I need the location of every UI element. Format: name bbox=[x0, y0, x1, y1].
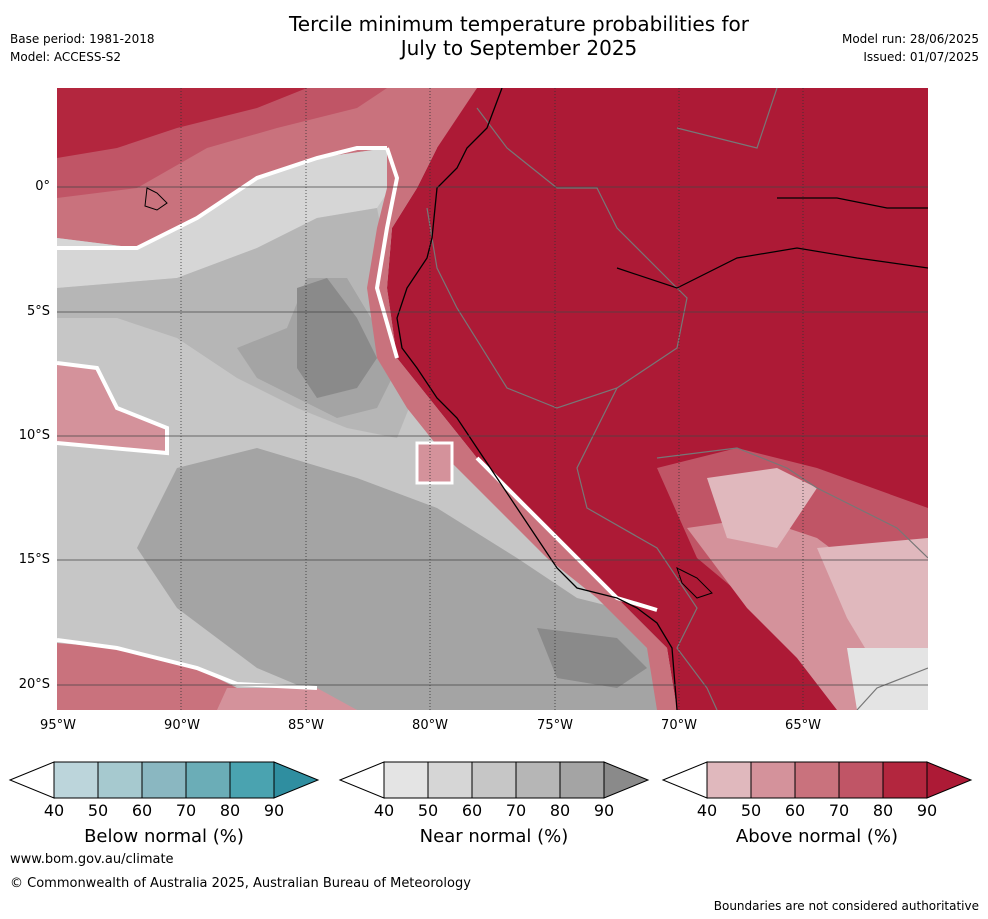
region-above-50-sw bbox=[217, 688, 357, 710]
colorbar-near-tick-60: 60 bbox=[461, 801, 483, 820]
region-above-50-west bbox=[57, 363, 167, 453]
model-run-text: Model run: 28/06/2025 bbox=[841, 32, 979, 46]
probability-map bbox=[57, 88, 928, 710]
colorbar-below-tick-60: 60 bbox=[131, 801, 153, 820]
region-near-90-south bbox=[537, 628, 647, 688]
lat-tick-5s: 5°S bbox=[26, 304, 50, 319]
colorbar-above-tick-90: 90 bbox=[916, 801, 938, 820]
lat-tick-0: 0° bbox=[35, 179, 50, 194]
colorbar-near-normal bbox=[338, 761, 650, 799]
colorbar-below-tick-50: 50 bbox=[87, 801, 109, 820]
colorbar-above-tick-70: 70 bbox=[828, 801, 850, 820]
galapagos-islands bbox=[144, 187, 168, 211]
colorbar-above-tick-40: 40 bbox=[696, 801, 718, 820]
lon-tick-90w: 90°W bbox=[164, 718, 200, 733]
colorbar-below-normal bbox=[8, 761, 320, 799]
colorbar-near-tick-90: 90 bbox=[593, 801, 615, 820]
issued-text: Issued: 01/07/2025 bbox=[863, 50, 979, 64]
model-text: Model: ACCESS-S2 bbox=[10, 50, 122, 64]
latitude-lines bbox=[57, 186, 928, 686]
colorbar-near-label: Near normal (%) bbox=[419, 826, 569, 847]
colorbar-below-tick-90: 90 bbox=[263, 801, 285, 820]
contour-40-coast-south bbox=[475, 456, 658, 612]
region-above-60-coast bbox=[367, 148, 677, 710]
colorbar-above-tick-60: 60 bbox=[784, 801, 806, 820]
lon-tick-65w: 65°W bbox=[785, 718, 821, 733]
lon-tick-70w: 70°W bbox=[661, 718, 697, 733]
region-near-50-north bbox=[57, 148, 397, 288]
region-near-40-se bbox=[847, 648, 928, 710]
colorbar-near-tick-70: 70 bbox=[505, 801, 527, 820]
base-period-text: Base period: 1981-2018 bbox=[10, 32, 155, 46]
footer-url: www.bom.gov.au/climate bbox=[10, 852, 174, 867]
colorbar-above-normal bbox=[661, 761, 973, 799]
lon-tick-85w: 85°W bbox=[288, 718, 324, 733]
colorbar-above-tick-50: 50 bbox=[740, 801, 762, 820]
lon-tick-80w: 80°W bbox=[412, 718, 448, 733]
lat-tick-20s: 20°S bbox=[18, 677, 50, 692]
lat-tick-15s: 15°S bbox=[18, 552, 50, 567]
contour-40-island bbox=[415, 441, 454, 485]
colorbar-below-tick-70: 70 bbox=[175, 801, 197, 820]
coastline-south-america bbox=[396, 88, 678, 710]
lake-titicaca bbox=[676, 567, 713, 599]
colorbar-below-label: Below normal (%) bbox=[84, 826, 244, 847]
colorbar-below-tick-80: 80 bbox=[219, 801, 241, 820]
map-title-line1: Tercile minimum temperature probabilitie… bbox=[288, 12, 750, 36]
amazon-river bbox=[616, 197, 928, 289]
border-bolivia-brazil bbox=[656, 447, 928, 559]
map-title-line2: July to September 2025 bbox=[400, 36, 638, 60]
region-above-40-se-north bbox=[707, 468, 817, 548]
footer-copyright: © Commonwealth of Australia 2025, Austra… bbox=[10, 876, 471, 891]
contour-40-north bbox=[57, 146, 387, 250]
border-peru-bolivia bbox=[576, 387, 718, 710]
region-above-80-nw bbox=[57, 88, 307, 158]
border-colombia-venezuela bbox=[676, 88, 778, 149]
map-title: Tercile minimum temperature probabilitie… bbox=[200, 12, 838, 60]
colorbar-near-tick-80: 80 bbox=[549, 801, 571, 820]
colorbar-below-tick-40: 40 bbox=[43, 801, 65, 820]
border-southeast bbox=[856, 667, 928, 710]
region-near-80-south bbox=[137, 448, 677, 710]
contour-40-west bbox=[57, 361, 169, 456]
colorbar-near-tick-50: 50 bbox=[417, 801, 439, 820]
contour-40-coast-north bbox=[374, 147, 400, 359]
lat-tick-10s: 10°S bbox=[18, 428, 50, 443]
colorbar-above-label: Above normal (%) bbox=[735, 826, 899, 847]
border-ecuador-peru-colombia bbox=[426, 107, 688, 409]
footer-disclaimer: Boundaries are not considered authoritat… bbox=[713, 899, 979, 913]
region-near-90-central bbox=[297, 278, 377, 398]
colorbar-above-tick-80: 80 bbox=[872, 801, 894, 820]
colorbar-near-tick-40: 40 bbox=[373, 801, 395, 820]
lon-tick-75w: 75°W bbox=[537, 718, 573, 733]
lon-tick-95w: 95°W bbox=[40, 718, 76, 733]
